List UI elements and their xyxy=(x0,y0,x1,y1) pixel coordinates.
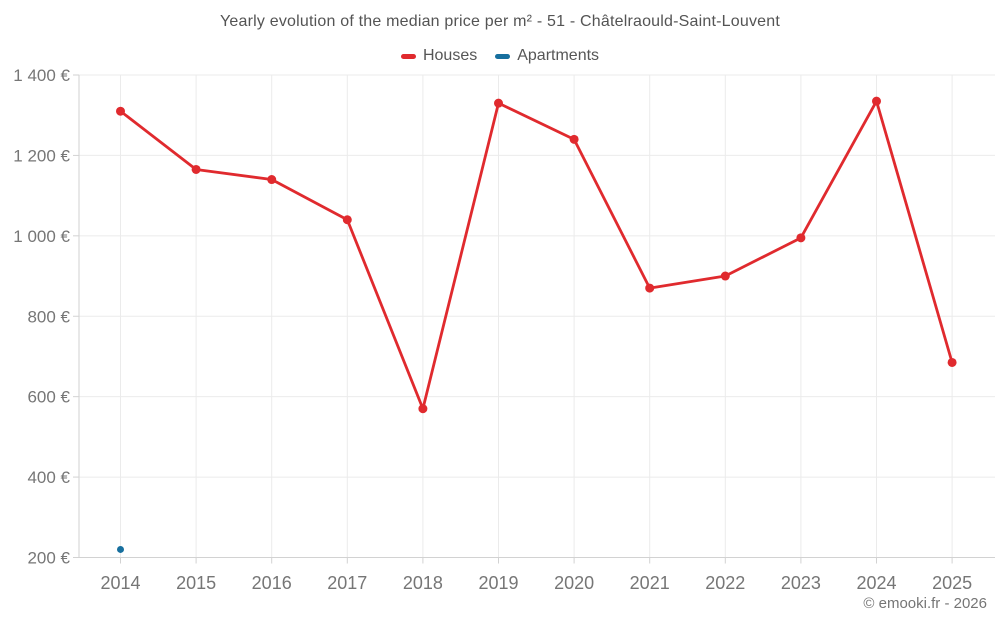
x-tick-label: 2025 xyxy=(932,573,972,593)
houses-data-point[interactable] xyxy=(342,215,352,225)
houses-data-point[interactable] xyxy=(267,175,277,185)
y-tick-label: 400 € xyxy=(27,468,70,487)
houses-data-point[interactable] xyxy=(418,404,428,414)
chart-legend: Houses Apartments xyxy=(0,47,1000,65)
houses-data-point[interactable] xyxy=(494,98,503,108)
houses-data-point[interactable] xyxy=(872,96,881,106)
y-tick-label: 1 200 € xyxy=(13,146,70,165)
houses-data-point[interactable] xyxy=(569,134,579,144)
x-tick-label: 2020 xyxy=(554,573,594,593)
x-tick-label: 2015 xyxy=(176,573,216,593)
houses-legend-label: Houses xyxy=(422,47,478,64)
houses-data-point[interactable] xyxy=(116,106,125,116)
houses-data-point[interactable] xyxy=(720,271,730,281)
apartments-legend-label: Apartments xyxy=(517,47,600,64)
x-tick-label: 2022 xyxy=(705,573,745,593)
y-tick-label: 200 € xyxy=(27,549,70,568)
y-tick-label: 1 000 € xyxy=(13,227,70,246)
apartments-data-point[interactable] xyxy=(117,545,124,553)
houses-data-point[interactable] xyxy=(796,233,806,243)
apartments-swatch-icon xyxy=(495,53,511,59)
houses-data-point[interactable] xyxy=(645,283,655,293)
legend-item-houses[interactable]: Houses xyxy=(400,47,478,65)
y-tick-label: 600 € xyxy=(27,388,70,407)
chart-title: Yearly evolution of the median price per… xyxy=(220,13,780,30)
y-tick-label: 800 € xyxy=(27,307,70,326)
x-tick-label: 2021 xyxy=(630,573,670,593)
houses-swatch-icon xyxy=(400,53,416,59)
y-tick-label: 1 400 € xyxy=(13,66,70,85)
legend-item-apartments[interactable]: Apartments xyxy=(495,47,599,65)
houses-data-point[interactable] xyxy=(947,357,957,367)
x-tick-label: 2016 xyxy=(252,573,292,593)
x-tick-label: 2014 xyxy=(100,573,140,593)
x-tick-label: 2023 xyxy=(781,573,821,593)
x-tick-label: 2019 xyxy=(478,573,518,593)
houses-line xyxy=(119,99,954,411)
houses-data-point[interactable] xyxy=(191,164,201,174)
x-tick-label: 2017 xyxy=(327,573,367,593)
x-tick-label: 2018 xyxy=(403,573,443,593)
copyright-text: © emooki.fr - 2026 xyxy=(863,595,987,612)
x-tick-label: 2024 xyxy=(856,573,896,593)
